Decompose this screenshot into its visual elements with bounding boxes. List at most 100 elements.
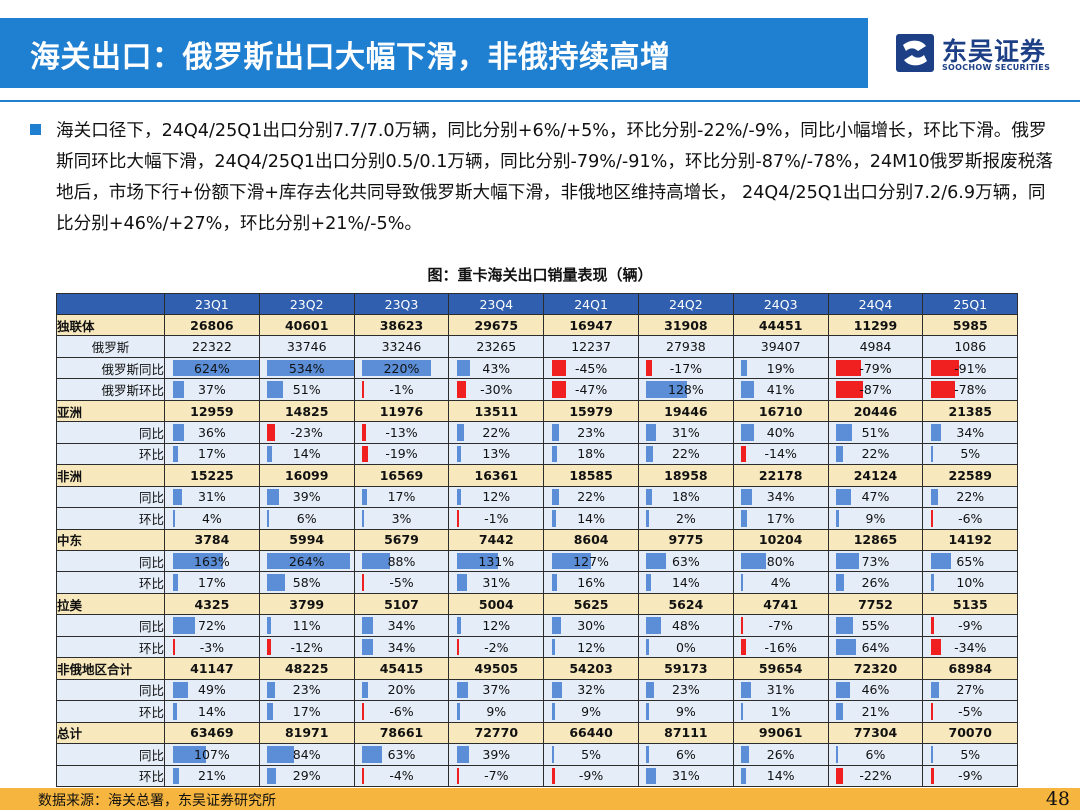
row-label: 同比 (56, 421, 165, 444)
value-cell: 16361 (448, 464, 545, 487)
data-bar (836, 488, 851, 506)
data-bar (551, 510, 557, 527)
data-bar (362, 552, 390, 570)
percent-value: 22% (861, 446, 890, 462)
row-label: 独联体 (56, 313, 165, 337)
value-cell: 87111 (637, 721, 734, 745)
data-bar (172, 359, 259, 377)
column-header: 23Q3 (353, 293, 450, 315)
data-bar (741, 767, 746, 784)
percent-value: 63% (387, 746, 416, 762)
percent-cell: 51% (827, 421, 924, 444)
percent-cell: 23% (543, 421, 639, 444)
percent-cell: 47% (827, 485, 924, 509)
percent-value: 3% (391, 510, 412, 526)
percent-value: -12% (290, 639, 323, 655)
percent-value: 534% (288, 360, 325, 376)
percent-cell: 23% (258, 678, 355, 702)
percent-cell: 6% (637, 743, 734, 766)
percent-cell: -7% (732, 614, 829, 637)
data-bar (362, 510, 365, 527)
value-cell: 8604 (543, 528, 639, 551)
percent-cell: 17% (353, 485, 450, 509)
percent-value: 37% (198, 382, 226, 398)
data-bar (172, 488, 183, 506)
data-bar (741, 510, 747, 527)
percent-cell: 5% (922, 442, 1019, 466)
percent-cell: -47% (543, 378, 639, 401)
data-bar (646, 767, 657, 784)
value-cell: 66440 (543, 721, 639, 745)
percent-cell: 43% (448, 356, 545, 380)
data-bar (172, 510, 175, 527)
percent-cell: 163% (164, 549, 260, 573)
value-cell: 1086 (922, 335, 1019, 358)
percent-cell: 264% (258, 549, 355, 573)
value-cell: 68984 (922, 657, 1019, 680)
percent-cell: 32% (543, 678, 639, 702)
percent-cell: 73% (827, 549, 924, 573)
row-label: 环比 (56, 700, 165, 723)
percent-value: 17% (387, 489, 416, 505)
percent-value: 22% (482, 424, 511, 440)
percent-cell: 26% (732, 743, 829, 766)
percent-cell: 88% (353, 549, 450, 573)
percent-value: 4% (201, 510, 222, 526)
percent-value: 6% (865, 746, 886, 762)
percent-value: 64% (861, 639, 890, 655)
percent-value: -1% (389, 382, 414, 398)
value-cell: 45415 (353, 657, 450, 680)
percent-cell: -6% (353, 700, 450, 723)
row-label: 同比 (56, 549, 165, 573)
percent-value: 1% (770, 703, 791, 719)
data-bar (362, 638, 373, 656)
percent-value: 12% (482, 489, 511, 505)
percent-cell: 31% (637, 421, 734, 444)
value-cell: 10204 (732, 528, 829, 551)
percent-cell: -9% (543, 764, 639, 788)
column-header: 25Q1 (922, 293, 1019, 315)
value-cell: 77304 (827, 721, 924, 745)
row-label: 环比 (56, 764, 165, 788)
percent-cell: 6% (827, 743, 924, 766)
table-row: 俄罗斯同比 624% 534% 220% 43% -45% -17% 19% -79% -91% (56, 356, 1019, 380)
percent-cell: 64% (827, 635, 924, 659)
logo-chinese-text: 东吴证券 (942, 37, 1047, 66)
data-bar (551, 638, 556, 656)
percent-cell: 22% (543, 485, 639, 509)
value-cell: 23265 (448, 335, 545, 358)
logo-english-text: SOOCHOW SECURITIES (942, 63, 1051, 72)
percent-value: 220% (383, 360, 420, 376)
percent-value: 12% (482, 618, 511, 634)
row-label: 俄罗斯环比 (56, 378, 165, 401)
percent-value: -34% (954, 639, 987, 655)
data-bar (646, 359, 652, 377)
percent-cell: 40% (732, 421, 829, 444)
percent-cell: -23% (258, 421, 355, 444)
column-header: 24Q2 (637, 293, 734, 315)
percent-value: 22% (577, 489, 605, 505)
percent-cell: -4% (353, 764, 450, 788)
percent-value: -47% (574, 382, 608, 398)
data-bar (551, 424, 559, 441)
percent-value: 163% (194, 553, 230, 569)
percent-value: 13% (482, 446, 511, 462)
data-bar (646, 488, 653, 506)
percent-value: -6% (958, 510, 983, 526)
percent-cell: 17% (164, 571, 260, 594)
percent-cell: 4% (164, 507, 260, 530)
percent-cell: -79% (827, 356, 924, 380)
percent-value: 72% (198, 618, 226, 634)
percent-value: 11% (292, 618, 321, 634)
percent-cell: 34% (922, 421, 1019, 444)
data-bar (741, 381, 755, 398)
table-caption: 图：重卡海关出口销量表现（辆） (427, 266, 653, 284)
percent-cell: 6% (258, 507, 355, 530)
percent-cell: 534% (258, 356, 355, 380)
percent-value: 32% (577, 682, 605, 698)
percent-cell: 3% (353, 507, 450, 530)
data-bar (267, 510, 270, 527)
data-bar (456, 681, 469, 699)
table-header-row: 23Q1 23Q2 23Q3 23Q4 24Q1 24Q2 24Q3 24Q4 … (56, 293, 1019, 315)
value-cell: 5135 (922, 592, 1019, 616)
